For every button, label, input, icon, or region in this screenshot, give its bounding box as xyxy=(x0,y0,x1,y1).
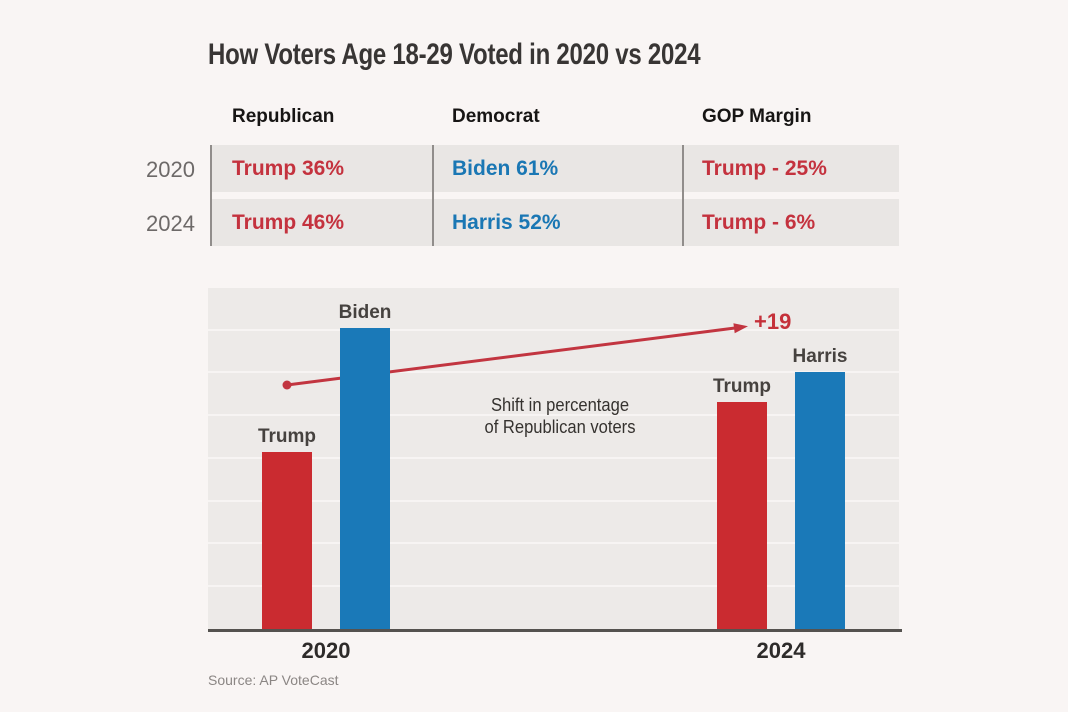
cell-2024-democrat: Harris 52% xyxy=(452,211,561,234)
shift-value-label: +19 xyxy=(754,309,792,334)
table-divider xyxy=(432,145,434,246)
table-row-2020-background xyxy=(210,145,899,192)
note-line-2: of Republican voters xyxy=(484,417,636,437)
bar-label-harris-2024: Harris xyxy=(792,346,848,367)
page-title: How Voters Age 18-29 Voted in 2020 vs 20… xyxy=(208,38,701,71)
column-header-democrat: Democrat xyxy=(452,106,540,127)
cell-2020-republican: Trump 36% xyxy=(232,157,345,180)
bar-trump-2020 xyxy=(262,452,312,630)
row-label-2024: 2024 xyxy=(146,211,195,236)
bar-label-trump-2024: Trump xyxy=(712,376,772,397)
cell-2020-gop-margin: Trump - 25% xyxy=(702,157,827,180)
bar-label-biden-2020: Biden xyxy=(338,302,392,323)
table-divider xyxy=(210,145,212,246)
gridline xyxy=(208,542,899,544)
arrow-start-dot xyxy=(282,380,292,390)
table-divider xyxy=(682,145,684,246)
row-label-2020: 2020 xyxy=(146,157,195,182)
cell-2024-gop-margin: Trump - 6% xyxy=(702,211,816,234)
chart-annotation-note: Shift in percentage of Republican voters xyxy=(445,394,675,438)
bar-trump-2024 xyxy=(717,402,767,630)
gridline xyxy=(208,457,899,459)
cell-2020-democrat: Biden 61% xyxy=(452,157,559,180)
bar-biden-2020 xyxy=(340,328,390,630)
gridline xyxy=(208,585,899,587)
source-credit: Source: AP VoteCast xyxy=(208,672,339,688)
x-axis-label-2020: 2020 xyxy=(301,638,351,663)
x-axis-baseline xyxy=(208,629,902,632)
bar-harris-2024 xyxy=(795,372,845,630)
table-row-2024-background xyxy=(210,199,899,246)
gridline xyxy=(208,329,899,331)
column-header-gop-margin: GOP Margin xyxy=(702,106,812,127)
bar-chart-plot-area: +19 Shift in percentage of Republican vo… xyxy=(208,288,899,630)
cell-2024-republican: Trump 46% xyxy=(232,211,345,234)
x-axis-label-2024: 2024 xyxy=(756,638,806,663)
gridline xyxy=(208,414,899,416)
column-header-republican: Republican xyxy=(232,106,335,127)
bar-label-trump-2020: Trump xyxy=(257,426,317,447)
note-line-1: Shift in percentage xyxy=(490,395,630,415)
gridline xyxy=(208,500,899,502)
